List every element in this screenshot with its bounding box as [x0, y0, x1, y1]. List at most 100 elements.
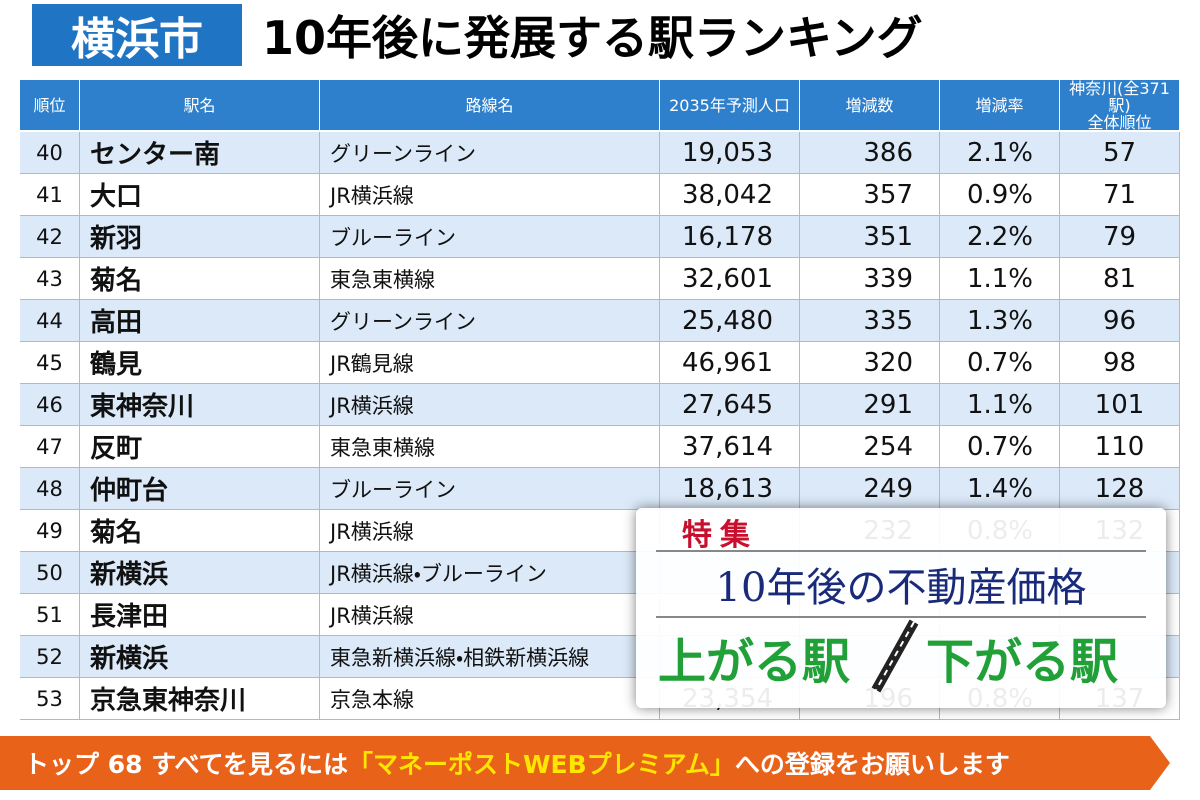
- table-cell: 0.9%: [940, 174, 1060, 215]
- table-cell: 98: [1060, 342, 1180, 383]
- table-cell: 2.2%: [940, 216, 1060, 257]
- table-cell: 71: [1060, 174, 1180, 215]
- table-cell: 新横浜: [80, 552, 320, 593]
- table-cell: 249: [800, 468, 940, 509]
- column-header: 路線名: [320, 80, 660, 130]
- table-cell: ブルーライン: [320, 216, 660, 257]
- table-cell: 44: [20, 300, 80, 341]
- feature-up: 上がる駅: [658, 634, 851, 690]
- table-cell: 反町: [80, 426, 320, 467]
- table-cell: JR横浜線: [320, 594, 660, 635]
- table-cell: 128: [1060, 468, 1180, 509]
- table-cell: 46,961: [660, 342, 800, 383]
- table-cell: 東急東横線: [320, 258, 660, 299]
- table-cell: 42: [20, 216, 80, 257]
- banner[interactable]: トップ 68 すべてを見るには 「マネーポストWEBプレミアム」 への登録をお願いし…: [0, 736, 1170, 790]
- table-cell: 339: [800, 258, 940, 299]
- column-header: 神奈川(全371駅) 全体順位: [1060, 80, 1180, 131]
- table-cell: 96: [1060, 300, 1180, 341]
- feature-title: 10年後の不動産価格: [656, 550, 1146, 618]
- table-cell: 1.3%: [940, 300, 1060, 341]
- table-cell: 新横浜: [80, 636, 320, 677]
- table-row: 41 大口 JR横浜線 38,042 357 0.9% 71: [20, 174, 1180, 216]
- table-row: 40 センター南 グリーンライン 19,053 386 2.1% 57: [20, 132, 1180, 174]
- table-cell: 386: [800, 132, 940, 173]
- table-cell: 110: [1060, 426, 1180, 467]
- table-cell: 東神奈川: [80, 384, 320, 425]
- table-row: 47 反町 東急東横線 37,614 254 0.7% 110: [20, 426, 1180, 468]
- banner-suffix: への登録をお願いします: [734, 750, 1010, 779]
- table-cell: 37,614: [660, 426, 800, 467]
- table-cell: 47: [20, 426, 80, 467]
- table-cell: JR横浜線: [320, 174, 660, 215]
- table-cell: 45: [20, 342, 80, 383]
- table-cell: [1060, 552, 1180, 593]
- table-cell: 0.7%: [940, 426, 1060, 467]
- table-cell: 52: [20, 636, 80, 677]
- table-cell: 東急東横線: [320, 426, 660, 467]
- banner-highlight: 「マネーポストWEBプレミアム」: [347, 750, 735, 779]
- table-row: 46 東神奈川 JR横浜線 27,645 291 1.1% 101: [20, 384, 1180, 426]
- column-header: 駅名: [80, 80, 320, 130]
- table-cell: 京急東神奈川: [80, 678, 320, 719]
- table-row: 42 新羽 ブルーライン 16,178 351 2.2% 79: [20, 216, 1180, 258]
- table-cell: 東急新横浜線・相鉄新横浜線: [320, 636, 660, 677]
- slash: [871, 619, 919, 693]
- table-cell: 0.7%: [940, 342, 1060, 383]
- banner-prefix: トップ 68 すべてを見るには: [24, 750, 348, 779]
- table-cell: 49: [20, 510, 80, 551]
- table-cell: 291: [800, 384, 940, 425]
- column-header: 順位: [20, 80, 80, 130]
- table-cell: 25,480: [660, 300, 800, 341]
- table-cell: 57: [1060, 132, 1180, 173]
- column-header: 増減率: [940, 80, 1060, 130]
- table-cell: 高田: [80, 300, 320, 341]
- table-cell: 46: [20, 384, 80, 425]
- table-cell: グリーンライン: [320, 132, 660, 173]
- table-cell: 2.1%: [940, 132, 1060, 173]
- table-cell: 菊名: [80, 258, 320, 299]
- table-cell: 81: [1060, 258, 1180, 299]
- table-cell: 320: [800, 342, 940, 383]
- title: 10年後に発展する駅ランキング: [262, 11, 923, 65]
- table-cell: 101: [1060, 384, 1180, 425]
- badge: 横浜市: [32, 4, 242, 66]
- table-cell: 大口: [80, 174, 320, 215]
- table-cell: 335: [800, 300, 940, 341]
- table-cell: 鶴見: [80, 342, 320, 383]
- table-cell: 43: [20, 258, 80, 299]
- table-cell: 79: [1060, 216, 1180, 257]
- table-cell: 1.1%: [940, 258, 1060, 299]
- table-cell: 41: [20, 174, 80, 215]
- table-cell: 27,645: [660, 384, 800, 425]
- feature-down: 下がる駅: [926, 634, 1119, 690]
- table-row: 43 菊名 東急東横線 32,601 339 1.1% 81: [20, 258, 1180, 300]
- table-cell: 菊名: [80, 510, 320, 551]
- feature-overlay: 特集 10年後の不動産価格 上がる駅 下がる駅: [636, 508, 1166, 708]
- table-cell: 351: [800, 216, 940, 257]
- table-cell: 51: [20, 594, 80, 635]
- table-row: 48 仲町台 ブルーライン 18,613 249 1.4% 128: [20, 468, 1180, 510]
- table-cell: [1060, 594, 1180, 635]
- table-cell: 38,042: [660, 174, 800, 215]
- table-cell: センター南: [80, 132, 320, 173]
- table-cell: 1.4%: [940, 468, 1060, 509]
- table-cell: 18,613: [660, 468, 800, 509]
- table-cell: JR横浜線・ブルーライン: [320, 552, 660, 593]
- table-cell: 32,601: [660, 258, 800, 299]
- table-cell: 53: [20, 678, 80, 719]
- column-header: 増減数: [800, 80, 940, 130]
- table-cell: グリーンライン: [320, 300, 660, 341]
- table-cell: 16,178: [660, 216, 800, 257]
- table-cell: JR横浜線: [320, 384, 660, 425]
- table-cell: 48: [20, 468, 80, 509]
- table-cell: 京急本線: [320, 678, 660, 719]
- feature-label: 特集: [682, 518, 758, 553]
- table-cell: 仲町台: [80, 468, 320, 509]
- table-row: 45 鶴見 JR鶴見線 46,961 320 0.7% 98: [20, 342, 1180, 384]
- table-cell: 40: [20, 132, 80, 173]
- table-row: 44 高田 グリーンライン 25,480 335 1.3% 96: [20, 300, 1180, 342]
- table-cell: JR横浜線: [320, 510, 660, 551]
- table-cell: 50: [20, 552, 80, 593]
